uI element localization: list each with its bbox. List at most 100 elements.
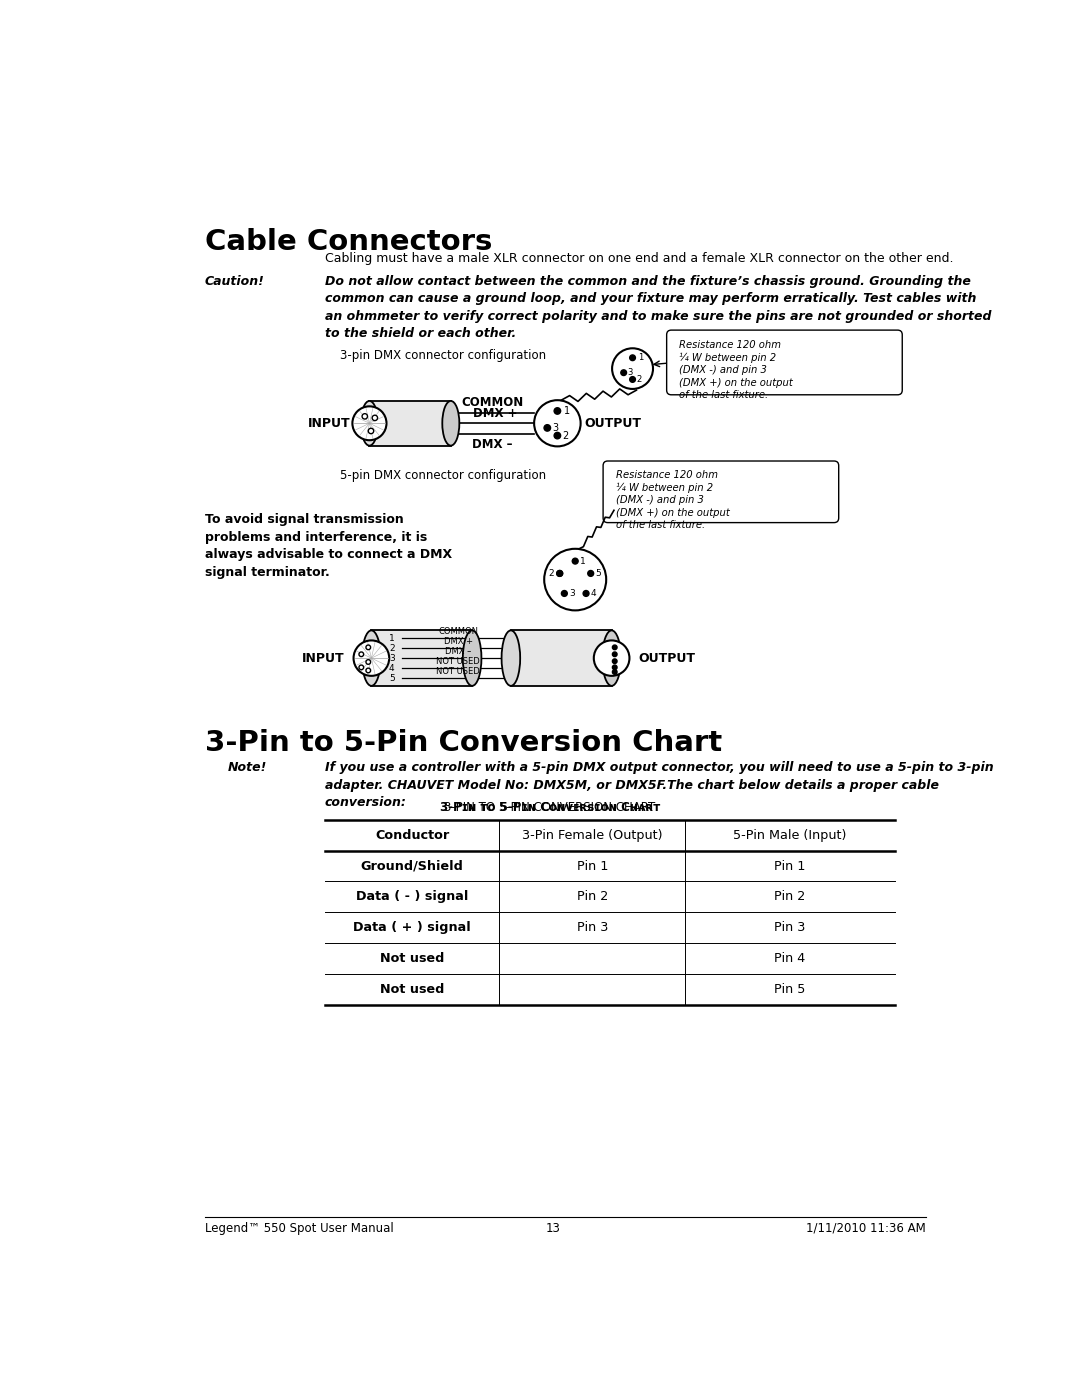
Text: Pin 1: Pin 1 xyxy=(577,859,608,873)
Text: 1: 1 xyxy=(564,407,570,416)
Circle shape xyxy=(630,377,635,383)
Text: Caution!: Caution! xyxy=(205,275,265,288)
Bar xyxy=(369,401,450,446)
Circle shape xyxy=(583,591,589,597)
Text: 5: 5 xyxy=(389,673,394,683)
Circle shape xyxy=(554,408,561,414)
Text: 3: 3 xyxy=(627,369,633,377)
Text: Data ( + ) signal: Data ( + ) signal xyxy=(353,921,471,935)
Text: 2: 2 xyxy=(636,374,642,384)
Circle shape xyxy=(612,665,617,669)
Text: OUTPUT: OUTPUT xyxy=(584,416,642,430)
Text: DMX +: DMX + xyxy=(444,637,473,647)
Bar xyxy=(372,630,472,686)
Text: DMX –: DMX – xyxy=(445,647,471,657)
Text: 3-pin DMX connector configuration: 3-pin DMX connector configuration xyxy=(340,349,546,362)
Circle shape xyxy=(535,400,581,447)
Text: Legend™ 550 Spot User Manual: Legend™ 550 Spot User Manual xyxy=(205,1222,393,1235)
Text: Not used: Not used xyxy=(380,982,444,996)
Text: Pin 3: Pin 3 xyxy=(577,921,608,935)
Text: 3-PIN TO 5-PIN CONVERSION CHART: 3-PIN TO 5-PIN CONVERSION CHART xyxy=(444,800,656,813)
Text: Note!: Note! xyxy=(228,761,268,774)
Circle shape xyxy=(612,669,617,675)
Text: 2: 2 xyxy=(562,430,568,440)
Text: DMX –: DMX – xyxy=(472,437,513,451)
Text: 5-Pin Male (Input): 5-Pin Male (Input) xyxy=(733,828,847,842)
Circle shape xyxy=(544,549,606,610)
Text: 5-pin DMX connector configuration: 5-pin DMX connector configuration xyxy=(340,469,546,482)
Text: Pin 5: Pin 5 xyxy=(774,982,806,996)
Text: 2: 2 xyxy=(549,569,554,578)
Circle shape xyxy=(612,652,617,657)
Ellipse shape xyxy=(443,401,459,446)
Text: Data ( - ) signal: Data ( - ) signal xyxy=(356,890,469,904)
Text: To avoid signal transmission
problems and interference, it is
always advisable t: To avoid signal transmission problems an… xyxy=(205,513,451,578)
Circle shape xyxy=(612,659,617,664)
Circle shape xyxy=(359,652,364,657)
Text: COMMON: COMMON xyxy=(438,627,478,636)
Text: INPUT: INPUT xyxy=(308,416,350,430)
Circle shape xyxy=(562,591,567,597)
Text: Conductor: Conductor xyxy=(375,828,449,842)
Circle shape xyxy=(554,432,561,439)
Ellipse shape xyxy=(361,401,378,446)
Text: 13: 13 xyxy=(546,1222,561,1235)
Text: NOT USED: NOT USED xyxy=(436,657,480,666)
Text: 2: 2 xyxy=(389,644,394,652)
Text: Pin 3: Pin 3 xyxy=(774,921,806,935)
Text: 5: 5 xyxy=(595,569,602,578)
Circle shape xyxy=(630,355,635,360)
Text: If you use a controller with a 5-pin DMX output connector, you will need to use : If you use a controller with a 5-pin DMX… xyxy=(325,761,994,809)
Circle shape xyxy=(352,407,387,440)
Circle shape xyxy=(544,425,551,432)
Text: Resistance 120 ohm
¼ W between pin 2
(DMX -) and pin 3
(DMX +) on the output
of : Resistance 120 ohm ¼ W between pin 2 (DM… xyxy=(616,471,729,529)
Text: Do not allow contact between the common and the fixture’s chassis ground. Ground: Do not allow contact between the common … xyxy=(325,275,991,341)
Ellipse shape xyxy=(463,630,482,686)
Text: Pin 2: Pin 2 xyxy=(577,890,608,904)
Circle shape xyxy=(594,640,630,676)
Text: DMX +: DMX + xyxy=(473,407,517,420)
Text: COMMON: COMMON xyxy=(461,395,524,409)
Circle shape xyxy=(588,570,594,577)
Text: INPUT: INPUT xyxy=(301,651,345,665)
Circle shape xyxy=(572,559,578,564)
Text: Pin 4: Pin 4 xyxy=(774,951,806,965)
Circle shape xyxy=(366,645,370,650)
Text: 3: 3 xyxy=(389,654,394,662)
Circle shape xyxy=(366,668,370,673)
Text: 3: 3 xyxy=(569,590,575,598)
Circle shape xyxy=(612,645,617,650)
Text: Cabling must have a male XLR connector on one end and a female XLR connector on : Cabling must have a male XLR connector o… xyxy=(325,251,954,264)
Circle shape xyxy=(353,640,389,676)
Text: 1: 1 xyxy=(638,353,644,362)
Text: Not used: Not used xyxy=(380,951,444,965)
Ellipse shape xyxy=(501,630,521,686)
Text: Ground/Shield: Ground/Shield xyxy=(361,859,463,873)
Ellipse shape xyxy=(362,630,380,686)
Text: 3: 3 xyxy=(552,423,558,433)
Text: 3-Pin Female (Output): 3-Pin Female (Output) xyxy=(522,828,662,842)
Text: Cable Connectors: Cable Connectors xyxy=(205,229,492,257)
Text: Resistance 120 ohm
¼ W between pin 2
(DMX -) and pin 3
(DMX +) on the output
of : Resistance 120 ohm ¼ W between pin 2 (DM… xyxy=(679,339,793,400)
Text: 3-Pin to 5-Pin Conversion Chart: 3-Pin to 5-Pin Conversion Chart xyxy=(205,729,721,757)
Circle shape xyxy=(366,659,370,665)
Text: NOT USED: NOT USED xyxy=(436,668,480,676)
FancyBboxPatch shape xyxy=(666,330,902,395)
Text: 3-Pɪɴ ᴛᴏ 5-Pɪɴ Cᴏɴᴠᴇʀsɪᴏɴ Cʜᴀʀᴛ: 3-Pɪɴ ᴛᴏ 5-Pɪɴ Cᴏɴᴠᴇʀsɪᴏɴ Cʜᴀʀᴛ xyxy=(440,800,660,813)
Text: 1: 1 xyxy=(389,634,394,643)
Circle shape xyxy=(621,370,626,376)
Circle shape xyxy=(373,415,378,420)
Text: 4: 4 xyxy=(389,664,394,672)
Bar xyxy=(511,630,611,686)
Text: OUTPUT: OUTPUT xyxy=(638,651,696,665)
Circle shape xyxy=(359,665,364,669)
Circle shape xyxy=(557,570,563,577)
Text: 4: 4 xyxy=(591,590,596,598)
Circle shape xyxy=(362,414,367,419)
Text: Pin 1: Pin 1 xyxy=(774,859,806,873)
Circle shape xyxy=(612,348,653,388)
Circle shape xyxy=(368,429,374,433)
Text: 1: 1 xyxy=(580,556,585,566)
Ellipse shape xyxy=(603,630,621,686)
Circle shape xyxy=(557,570,563,577)
